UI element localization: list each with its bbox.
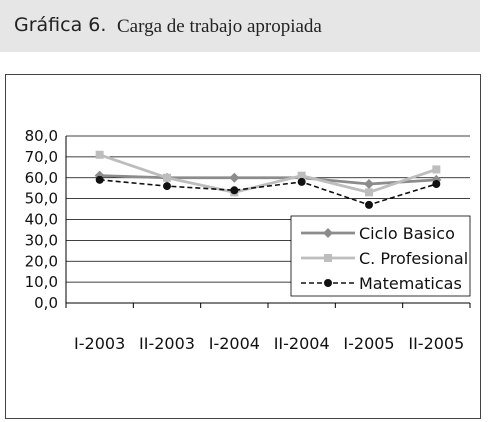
data-point [364, 179, 374, 190]
legend-marker [324, 279, 332, 287]
y-tick-label: 80,0 [25, 127, 58, 145]
data-point [297, 177, 306, 186]
chart-frame [5, 74, 481, 419]
legend-label: Matematicas [359, 274, 462, 293]
series-line-1 [99, 174, 437, 186]
y-tick-label: 70,0 [25, 148, 58, 166]
legend-marker [323, 228, 333, 238]
data-point [230, 186, 239, 195]
axes: 0,0 10,0 20,0 30,0 40,0 50,0 60,0 70,0 80,0 I-200… [25, 127, 471, 353]
data-point [163, 173, 171, 182]
data-point [95, 150, 104, 159]
series-layer [94, 150, 442, 209]
legend-label: Ciclo Basico [359, 224, 455, 243]
x-tick-label: II-2004 [274, 334, 330, 353]
data-point [163, 182, 171, 191]
data-point [229, 172, 240, 183]
data-point [95, 175, 104, 184]
y-tick-label: 50,0 [25, 190, 58, 208]
data-point [365, 200, 373, 209]
data-point [365, 188, 373, 197]
y-tick-label: 10,0 [25, 273, 58, 291]
series-line-2 [99, 153, 437, 194]
y-tick-label: 20,0 [25, 252, 58, 270]
legend-label: C. Profesional [359, 249, 468, 268]
y-tick-label: 30,0 [25, 231, 58, 249]
legend: Ciclo Basico C. Profesional Matematicas [290, 215, 471, 297]
series-line-3 [99, 179, 437, 206]
data-point [297, 171, 306, 180]
data-point [432, 165, 441, 174]
x-tick-label: I-2005 [343, 334, 394, 353]
legend-marker [324, 254, 332, 262]
x-tick-label: II-2005 [408, 334, 464, 353]
figure-heading-bar: Gráfica 6. Carga de trabajo apropiada [0, 0, 480, 52]
data-point [432, 180, 441, 189]
x-tick-label: II-2003 [139, 334, 195, 353]
x-tick-label: I-2004 [209, 334, 260, 353]
y-tick-label: 40,0 [25, 211, 58, 229]
figure-number: Gráfica 6. [14, 14, 107, 36]
x-tick-label: I-2003 [74, 334, 125, 353]
y-tick-label: 0,0 [34, 294, 58, 312]
y-tick-label: 60,0 [25, 169, 58, 187]
figure-title: Carga de trabajo apropiada [117, 16, 322, 37]
